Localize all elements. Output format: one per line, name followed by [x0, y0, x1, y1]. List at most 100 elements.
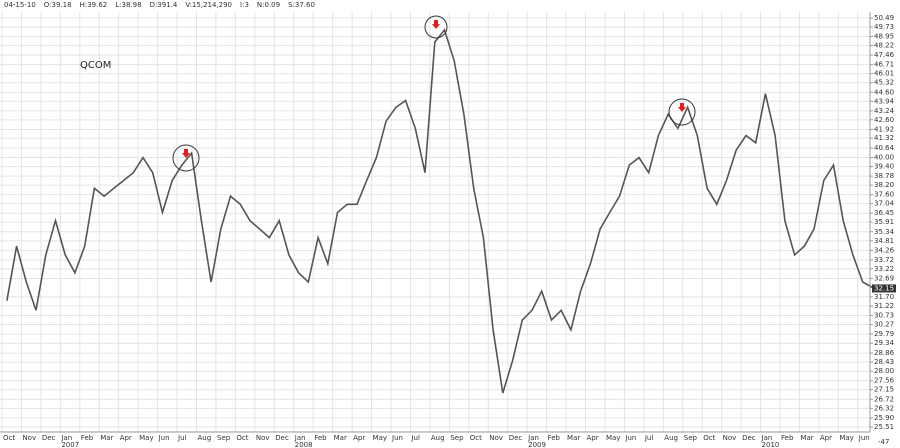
- year-label: 2007: [61, 441, 79, 448]
- y-tick-label: 26.72: [874, 395, 894, 403]
- grid: [0, 12, 870, 432]
- y-tick-label: 38.20: [874, 181, 894, 189]
- signal-arrow: [432, 20, 440, 29]
- x-tick-label: May: [373, 434, 387, 442]
- signal-markers: [172, 15, 696, 172]
- x-tick-label: Sep: [684, 434, 698, 442]
- x-tick-label: Sep: [217, 434, 231, 442]
- y-tick-label: 30.27: [874, 321, 894, 329]
- x-tick-label: Nov: [489, 434, 503, 442]
- y-tick-label: 37.04: [874, 200, 895, 208]
- last-price-label: 32.15: [874, 284, 894, 292]
- y-tick-label: 46.01: [874, 70, 894, 78]
- x-tick-label: Feb: [548, 434, 561, 442]
- y-tick-label: 41.92: [874, 125, 894, 133]
- x-tick-label: Dec: [509, 434, 523, 442]
- y-tick-label: 49.73: [874, 23, 894, 31]
- last-price-box: [872, 284, 896, 293]
- symbol: QCOM: [80, 60, 111, 71]
- x-tick-label: Jul: [410, 434, 420, 442]
- x-tick-label: Apr: [820, 434, 832, 442]
- price-line: [6, 28, 873, 394]
- header-field: L:38.98: [115, 1, 141, 9]
- y-tick-label: 41.32: [874, 134, 894, 142]
- y-tick-label: 48.95: [874, 33, 894, 41]
- x-tick-label: Dec: [742, 434, 756, 442]
- x-tick-label: Aug: [431, 434, 445, 442]
- y-tick-label: 29.79: [874, 330, 894, 338]
- x-tick-label: Nov: [22, 434, 36, 442]
- x-tick-label: Jun: [858, 434, 870, 442]
- y-tick-label: 30.73: [874, 312, 894, 320]
- y-tick-label: 48.22: [874, 42, 894, 50]
- y-tick-label: 43.24: [874, 107, 895, 115]
- y-tick-label: 33.22: [874, 265, 894, 273]
- x-tick-label: Jul: [644, 434, 654, 442]
- x-tick-label: Jun: [624, 434, 636, 442]
- x-tick-label: Oct: [470, 434, 482, 442]
- y-tick-label: 43.94: [874, 97, 895, 105]
- y-tick-label: 25.51: [874, 423, 894, 431]
- y-tick-label: 25.90: [874, 414, 894, 422]
- x-tick-label: Aug: [664, 434, 678, 442]
- signal-arrow: [678, 103, 686, 112]
- y-tick-label: 47.46: [874, 51, 895, 59]
- x-tick-label: Feb: [81, 434, 94, 442]
- y-tick-label: 33.72: [874, 256, 894, 264]
- x-tick-label: May: [139, 434, 153, 442]
- x-tick-label: Mar: [800, 434, 813, 442]
- x-tick-label: Mar: [567, 434, 580, 442]
- y-tick-label: 40.64: [874, 144, 895, 152]
- x-tick-label: Feb: [314, 434, 327, 442]
- header-field: D:391.4: [150, 1, 178, 9]
- x-tick-label: Feb: [781, 434, 794, 442]
- year-label: 2008: [295, 441, 313, 448]
- header-field: 04-15-10: [4, 1, 36, 9]
- x-tick-label: Jan: [60, 434, 72, 442]
- x-tick-label: Mar: [334, 434, 347, 442]
- header-field: O:39.18: [44, 1, 72, 9]
- x-tick-label: Nov: [256, 434, 270, 442]
- plot: [6, 28, 873, 394]
- y-tick-label: 28.43: [874, 358, 894, 366]
- y-tick-label: 35.34: [874, 228, 895, 236]
- x-tick-label: Oct: [703, 434, 715, 442]
- y-tick-label: 42.60: [874, 116, 894, 124]
- y-tick-label: 45.32: [874, 79, 894, 87]
- y-tick-label: 35.91: [874, 218, 894, 226]
- y-tick-label: 29.34: [874, 339, 895, 347]
- y-tick-label: 38.78: [874, 172, 894, 180]
- x-tick-label: May: [839, 434, 853, 442]
- signal-circle: [424, 15, 448, 39]
- x-tick-label: Jan: [761, 434, 773, 442]
- signal-circle: [668, 98, 696, 126]
- y-tick-label: 39.40: [874, 163, 894, 171]
- x-tick-label: Jun: [391, 434, 403, 442]
- signal-circle: [172, 144, 200, 172]
- y-tick-label: 46.71: [874, 61, 894, 69]
- y-tick-label: 37.60: [874, 191, 894, 199]
- y-tick-label: 31.70: [874, 293, 894, 301]
- y-tick-label: 34.26: [874, 246, 895, 254]
- header-field: V:15,214,290: [185, 1, 232, 9]
- y-tick-label: 36.45: [874, 209, 894, 217]
- y-tick-label: 27.56: [874, 377, 895, 385]
- y-tick-label: 28.86: [874, 349, 895, 357]
- x-tick-label: Dec: [42, 434, 56, 442]
- x-tick-label: Jan: [527, 434, 539, 442]
- header-field: N:0.09: [257, 1, 280, 9]
- x-tick-label: Apr: [587, 434, 599, 442]
- year-label: 2009: [528, 441, 546, 448]
- header-field: I:3: [240, 1, 249, 9]
- y-tick-label: 50.49: [874, 14, 894, 22]
- x-tick-label: Apr: [353, 434, 365, 442]
- x-tick-label: Oct: [236, 434, 248, 442]
- y-tick-label: 32.69: [874, 274, 894, 282]
- x-tick-label: Oct: [3, 434, 15, 442]
- x-tick-label: Aug: [198, 434, 212, 442]
- x-tick-label: Jan: [294, 434, 306, 442]
- corner-text: -47: [878, 438, 889, 446]
- header-field: S:37.60: [288, 1, 315, 9]
